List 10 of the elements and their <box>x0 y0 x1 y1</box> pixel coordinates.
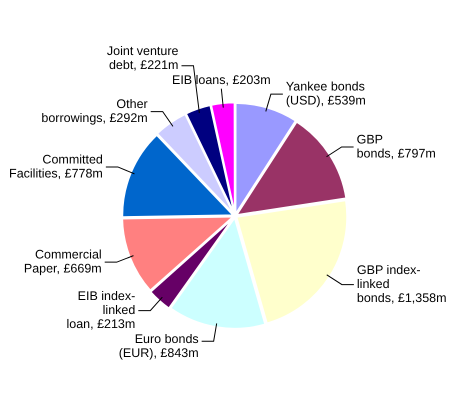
slice-label: Commercial Paper, £669m <box>24 248 102 276</box>
slice-label: Yankee bonds (USD), £539m <box>286 80 366 108</box>
slice-label: EIB index-linked loan, £213m <box>66 289 136 332</box>
slice-label: GBP bonds, £797m <box>356 132 436 160</box>
slice-label: Joint venture debt, £221m <box>106 44 179 72</box>
slice-label: GBP index-linked bonds, £1,358m <box>356 263 447 306</box>
slice-label: EIB loans, £203m <box>172 73 271 88</box>
slice-label: Other borrowings, £292m <box>41 97 148 126</box>
slice-label: Committed Facilities, £778m <box>9 152 103 180</box>
slice-label: Euro bonds (EUR), £843m <box>118 332 199 360</box>
